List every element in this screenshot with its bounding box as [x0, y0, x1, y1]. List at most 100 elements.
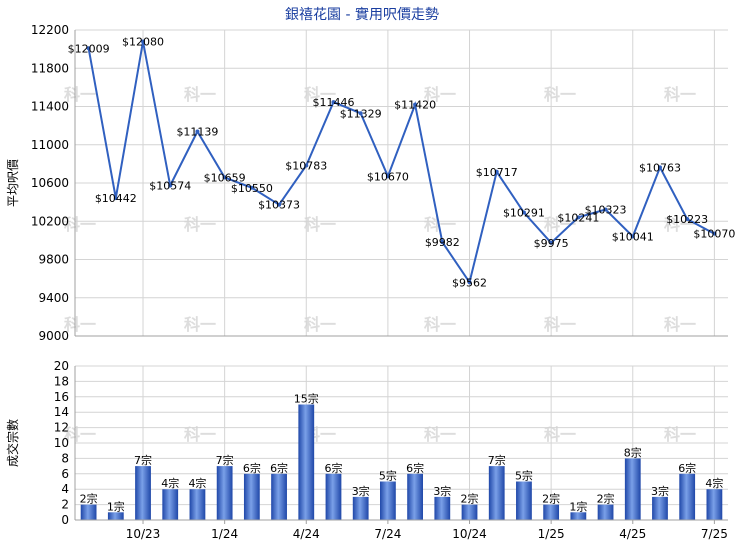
- price-data-label: $9982: [425, 236, 460, 249]
- price-tick-label: 9000: [38, 329, 69, 343]
- grid-layer: [75, 29, 728, 521]
- price-tick-label: 12200: [31, 23, 69, 37]
- count-bar: [543, 504, 560, 520]
- axis-layer: 9000940098001020010600110001140011800122…: [31, 23, 728, 541]
- count-tick-label: 16: [54, 390, 69, 404]
- count-tick-label: 6: [61, 467, 69, 481]
- price-point: [222, 175, 227, 180]
- price-point: [385, 174, 390, 179]
- watermark-text: 科一: [184, 425, 216, 444]
- price-data-label: $11329: [340, 107, 382, 120]
- x-tick-label: 1/24: [211, 527, 238, 541]
- price-data-label: $10041: [612, 230, 654, 243]
- count-bar-label: 4宗: [188, 476, 206, 490]
- price-data-label: $10783: [285, 160, 327, 173]
- watermark-text: 科一: [184, 85, 216, 104]
- price-point: [576, 215, 581, 220]
- count-bar-label: 2宗: [597, 492, 615, 506]
- price-point: [249, 185, 254, 190]
- watermark-text: 科一: [304, 315, 336, 334]
- count-bar: [380, 481, 396, 520]
- watermark-text: 科一: [304, 85, 336, 104]
- count-tick-label: 4: [61, 482, 69, 496]
- count-bar-label: 2宗: [542, 492, 560, 506]
- price-data-label: $11420: [394, 99, 436, 112]
- count-bar-label: 8宗: [624, 445, 642, 459]
- count-tick-label: 10: [54, 436, 69, 450]
- price-point: [712, 231, 717, 236]
- count-bar-label: 1宗: [107, 499, 125, 513]
- count-bar: [679, 473, 696, 520]
- data-labels: 2宗 1宗 7宗 4宗 4宗 7宗 6宗 6宗 15宗 6宗 3宗 5宗 6宗 3宗 2宗 7宗 5宗 2宗 1宗 2…: [68, 35, 736, 513]
- watermark-text: 科一: [64, 315, 96, 334]
- watermark-text: 科一: [424, 215, 456, 234]
- count-bar: [135, 466, 151, 520]
- count-tick-label: 8: [61, 451, 69, 465]
- count-bar-label: 3宗: [433, 484, 451, 498]
- count-bar: [162, 489, 179, 520]
- count-bar: [570, 512, 587, 520]
- count-bar-label: 3宗: [352, 484, 370, 498]
- count-bar-label: 6宗: [678, 461, 696, 475]
- price-data-label: $10323: [585, 203, 627, 216]
- price-point: [358, 111, 363, 116]
- count-bar-label: 7宗: [488, 453, 506, 467]
- price-point: [603, 207, 608, 212]
- count-bar: [189, 489, 206, 520]
- count-tick-label: 2: [61, 498, 69, 512]
- x-tick-label: 7/24: [374, 527, 401, 541]
- watermark-text: 科一: [64, 215, 96, 234]
- watermark-text: 科一: [544, 315, 576, 334]
- count-bar: [325, 473, 342, 520]
- count-bar-label: 2宗: [80, 492, 98, 506]
- watermark-text: 科一: [304, 215, 336, 234]
- watermark-text: 科一: [544, 215, 576, 234]
- watermark-text: 科一: [424, 85, 456, 104]
- count-bar-label: 6宗: [270, 461, 288, 475]
- price-data-label: $10241: [557, 211, 599, 224]
- price-point: [521, 210, 526, 215]
- price-data-label: $10659: [204, 171, 246, 184]
- count-bar: [243, 473, 260, 520]
- count-axis-label: 成交宗數: [5, 419, 20, 467]
- count-bar: [597, 504, 614, 520]
- count-bar-label: 7宗: [216, 453, 234, 467]
- price-point: [549, 240, 554, 245]
- price-tick-label: 10200: [31, 214, 69, 228]
- price-data-label: $12080: [122, 35, 164, 48]
- count-tick-label: 14: [54, 405, 69, 419]
- count-bar: [652, 496, 668, 520]
- price-point: [494, 169, 499, 174]
- price-point: [304, 163, 309, 168]
- price-line: [87, 41, 715, 285]
- price-point: [630, 234, 635, 239]
- price-point: [86, 46, 91, 51]
- price-point: [331, 100, 336, 105]
- chart-title: 銀禧花園 - 實用呎價走勢: [285, 6, 439, 23]
- count-bar: [352, 496, 369, 520]
- price-data-label: $10442: [95, 192, 137, 205]
- price-data-label: $10763: [639, 161, 681, 174]
- count-bar-label: 6宗: [243, 461, 261, 475]
- x-tick-label: 7/25: [701, 527, 728, 541]
- price-point: [168, 183, 173, 188]
- watermark-text: 科一: [664, 315, 696, 334]
- price-tick-label: 9800: [38, 253, 69, 267]
- bar-series: [80, 404, 723, 520]
- price-data-label: $12009: [68, 42, 110, 55]
- count-bar: [216, 466, 233, 520]
- count-bar-label: 5宗: [515, 469, 533, 483]
- count-bar-label: 5宗: [379, 469, 397, 483]
- price-series: [86, 39, 717, 285]
- price-point: [195, 129, 200, 134]
- price-point: [467, 280, 472, 285]
- price-tick-label: 11800: [31, 61, 69, 75]
- count-bar-label: 6宗: [406, 461, 424, 475]
- count-bar-label: 3宗: [651, 484, 669, 498]
- count-bar: [298, 404, 315, 520]
- count-bar: [488, 466, 505, 520]
- count-bar: [407, 473, 423, 520]
- count-bar-label: 4宗: [705, 476, 723, 490]
